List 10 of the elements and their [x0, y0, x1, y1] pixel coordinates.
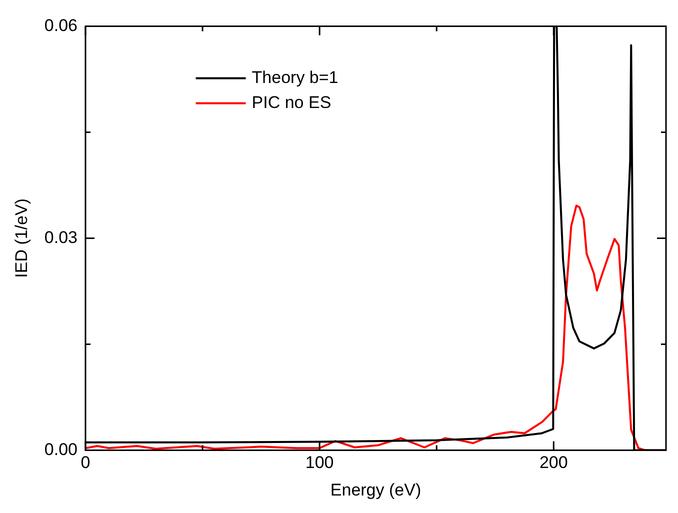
y-axis-title: IED (1/eV)	[12, 198, 31, 278]
x-axis-title: Energy (eV)	[330, 480, 422, 500]
legend-label: PIC no ES	[252, 92, 332, 112]
y-tick-label: 0.03	[44, 228, 78, 247]
legend-label: Theory b=1	[252, 68, 338, 87]
x-tick-label: 0	[80, 453, 90, 472]
x-tick-label: 200	[539, 453, 568, 472]
y-tick-label: 0.06	[44, 16, 78, 35]
x-tick-label: 100	[305, 453, 334, 472]
y-tick-label: 0.00	[44, 440, 78, 459]
